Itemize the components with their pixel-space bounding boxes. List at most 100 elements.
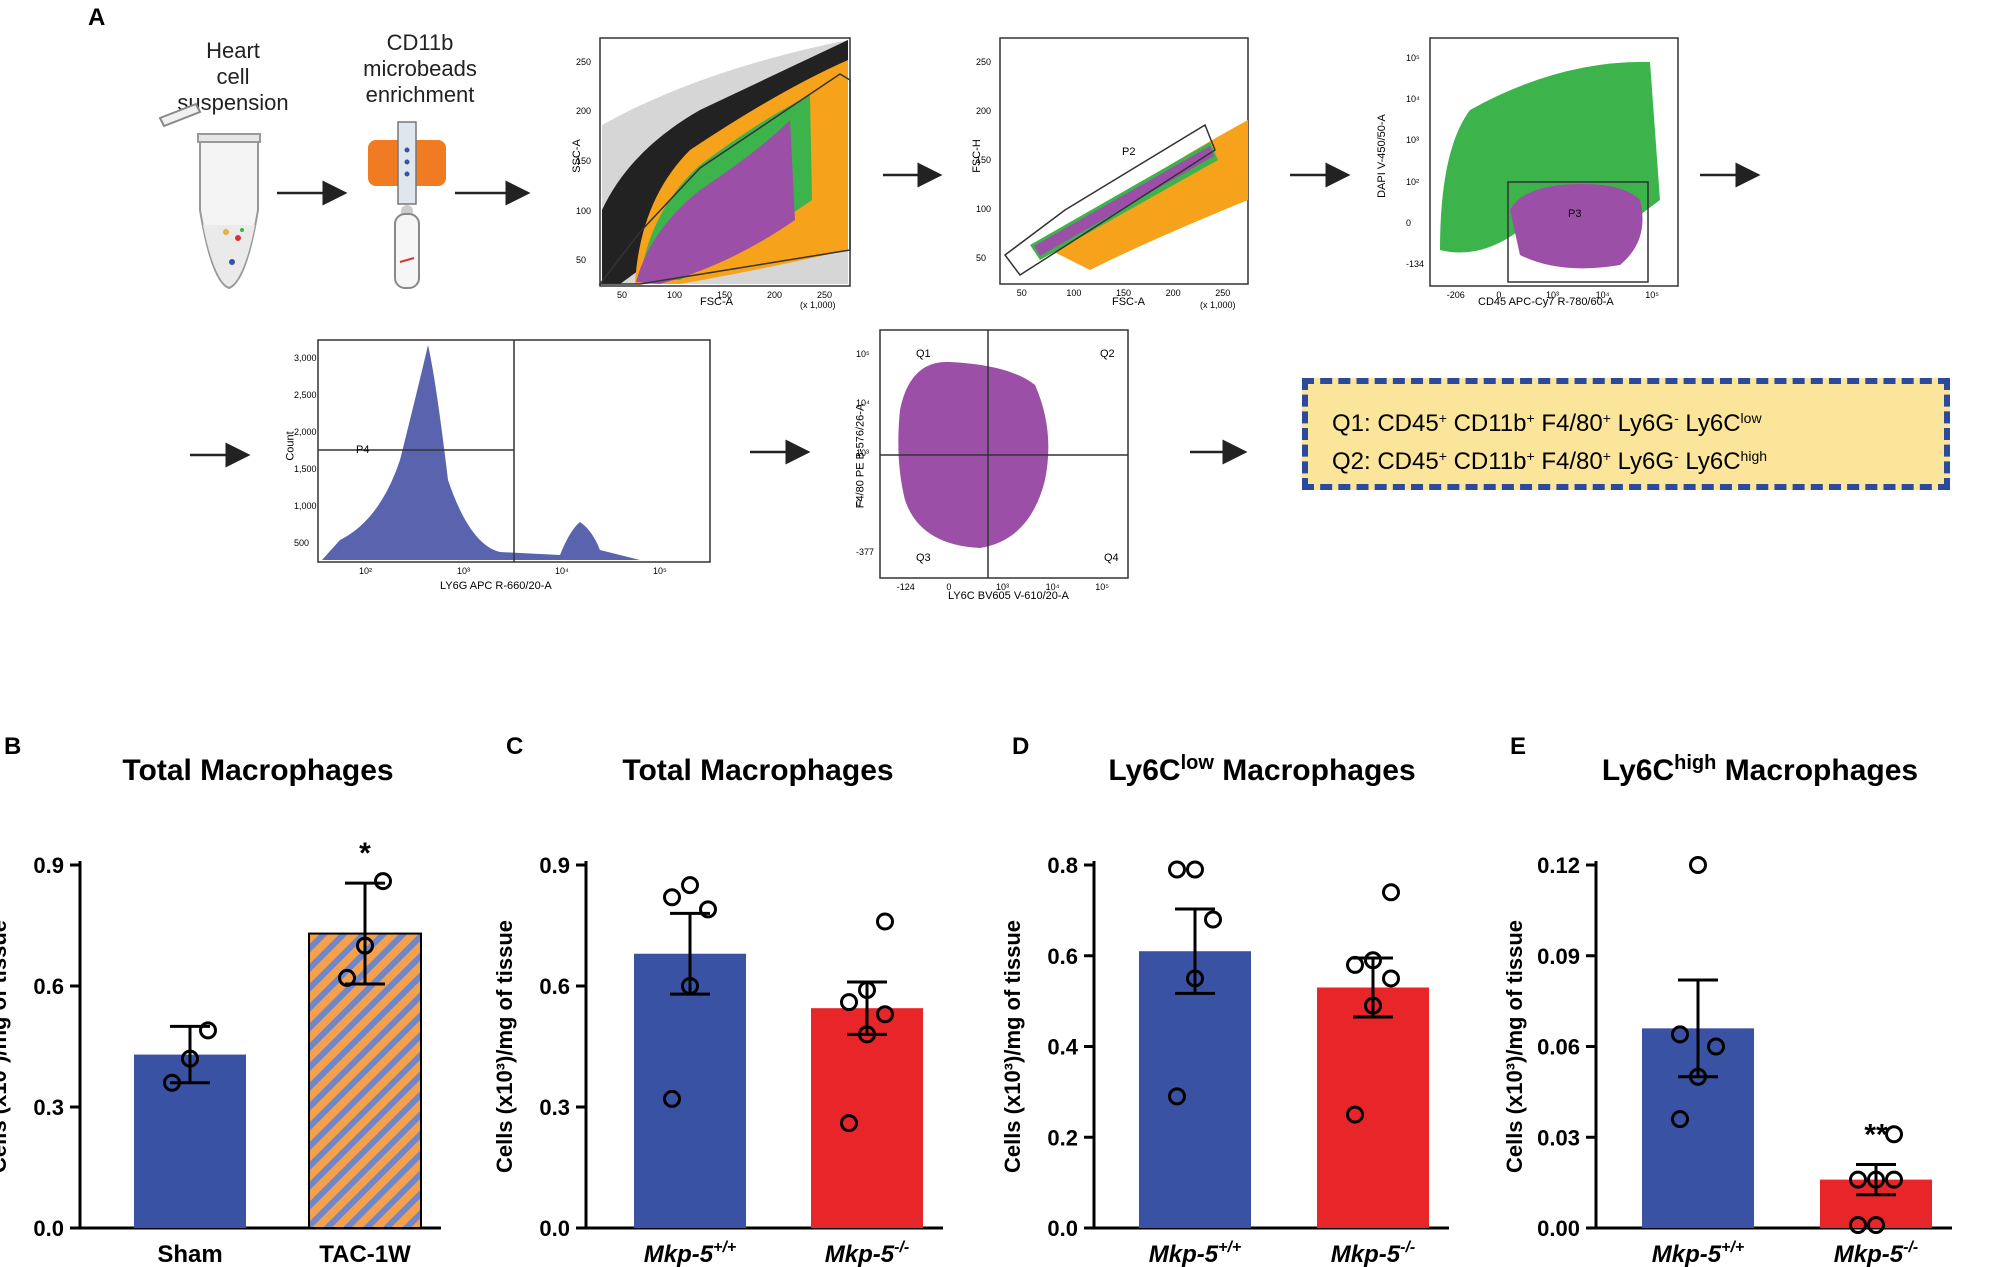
data-point bbox=[663, 888, 681, 907]
data-point bbox=[1707, 1037, 1725, 1056]
plot5-x-tick: 10⁴ bbox=[1045, 582, 1060, 592]
data-point bbox=[1849, 1215, 1867, 1234]
q1-ly6g-sign: - bbox=[1674, 410, 1679, 426]
q1-cd45-sign: + bbox=[1438, 410, 1447, 426]
data-point bbox=[1867, 1215, 1885, 1234]
plot2-scale: (x 1,000) bbox=[1200, 300, 1236, 310]
data-point bbox=[1168, 860, 1186, 879]
q1-prefix: Q1: CD45 bbox=[1332, 410, 1439, 437]
data-point bbox=[663, 1089, 681, 1108]
data-point bbox=[1689, 856, 1707, 874]
flow-plot-ly6c-f480 bbox=[879, 329, 1129, 579]
data-point bbox=[1867, 1170, 1885, 1189]
plot1-x-tick: 100 bbox=[667, 290, 683, 300]
data-point bbox=[1885, 1125, 1903, 1144]
y-tick-label: 0.0 bbox=[33, 1216, 64, 1241]
step-heart-line1: Heart bbox=[206, 38, 260, 63]
q2-cd11b: CD11b bbox=[1446, 448, 1527, 475]
data-point bbox=[858, 981, 876, 1000]
plot4-y-tick: 2,500 bbox=[294, 389, 317, 400]
data-point bbox=[1364, 996, 1382, 1015]
plot3-gate-label: P3 bbox=[1568, 208, 1582, 220]
chart-title-d: Ly6Clow Macrophages bbox=[1108, 752, 1415, 787]
plot2-x-tick: 250 bbox=[1215, 288, 1231, 298]
plot5-x-tick: 10³ bbox=[996, 582, 1010, 592]
bar bbox=[1317, 987, 1429, 1228]
plot2-x-tick: 100 bbox=[1066, 288, 1082, 298]
plot3-x-tick: -206 bbox=[1446, 290, 1465, 300]
y-tick-label: 0.2 bbox=[1047, 1125, 1078, 1150]
quadrant-q1: Q1 bbox=[916, 348, 931, 360]
flow-plot-cd45-dapi bbox=[1429, 37, 1679, 287]
y-tick-label: 0.0 bbox=[539, 1216, 570, 1241]
data-point bbox=[1204, 910, 1222, 929]
chart-title-b: Total Macrophages bbox=[122, 754, 393, 787]
tube-icon bbox=[158, 102, 261, 290]
panel-letter-d: D bbox=[1012, 733, 1029, 760]
plot1-scale: (x 1,000) bbox=[800, 300, 836, 310]
y-tick-label: 0.09 bbox=[1537, 944, 1580, 969]
q2-cd11b-sign: + bbox=[1526, 448, 1535, 464]
plot5-y-tick: 10⁴ bbox=[856, 398, 870, 409]
data-point bbox=[1849, 1170, 1867, 1189]
data-point bbox=[1671, 1110, 1689, 1129]
data-point bbox=[374, 872, 392, 891]
q1-ly6c-level: low bbox=[1740, 410, 1762, 426]
bar bbox=[811, 1008, 923, 1228]
plot5-y-tick: 10⁵ bbox=[856, 348, 870, 359]
panel-letter-a: A bbox=[88, 4, 106, 31]
y-tick-label: 0.9 bbox=[539, 853, 570, 878]
category-label: Mkp-5+/+ bbox=[1652, 1239, 1744, 1267]
data-point bbox=[1689, 1067, 1707, 1086]
data-point bbox=[1346, 955, 1364, 974]
q1-cd11b: CD11b bbox=[1446, 410, 1527, 437]
plot3-y-tick: 0 bbox=[1406, 218, 1412, 228]
data-point bbox=[1186, 860, 1204, 879]
data-point bbox=[876, 912, 894, 931]
plot4-x-tick: 10⁵ bbox=[653, 566, 667, 576]
q2-ly6g: Ly6G bbox=[1610, 448, 1675, 475]
plot4-xlabel: LY6G APC R-660/20-A bbox=[440, 580, 552, 592]
data-point bbox=[199, 1021, 217, 1040]
plot5-x-tick: -124 bbox=[896, 582, 915, 592]
q1-f480-sign: + bbox=[1602, 410, 1611, 426]
data-point bbox=[840, 993, 858, 1012]
plot4-x-tick: 10² bbox=[359, 566, 373, 576]
q1-cd11b-sign: + bbox=[1526, 410, 1535, 426]
y-tick-label: 0.12 bbox=[1537, 853, 1580, 878]
y-tick-label: 0.6 bbox=[1047, 944, 1078, 969]
plot3-y-tick: 10⁴ bbox=[1406, 94, 1420, 104]
flow-plot-fsc-fsch bbox=[999, 37, 1249, 285]
flow-plot-ly6g-histogram bbox=[317, 339, 711, 563]
category-label: Mkp-5-/- bbox=[1331, 1239, 1415, 1267]
plot3-y-tick: 10³ bbox=[1406, 135, 1420, 146]
plot1-y-tick: 200 bbox=[576, 106, 592, 117]
plot1-y-tick: 100 bbox=[576, 205, 592, 216]
category-label: Sham bbox=[157, 1241, 222, 1267]
data-point bbox=[1885, 1170, 1903, 1189]
data-point bbox=[858, 1025, 876, 1044]
plot4-x-tick: 10³ bbox=[457, 566, 471, 576]
gate-q2-definition: Q2: CD45+ CD11b+ F4/80+ Ly6G- Ly6Chigh bbox=[1332, 440, 1920, 478]
plot3-y-tick: 10² bbox=[1406, 176, 1420, 187]
q1-ly6c: Ly6C bbox=[1678, 410, 1741, 437]
y-tick-label: 0.3 bbox=[539, 1095, 570, 1120]
plot5-y-tick: 10³ bbox=[856, 448, 870, 458]
y-tick-label: 0.8 bbox=[1047, 853, 1078, 878]
y-tick-label: 0.6 bbox=[539, 974, 570, 999]
panel-letter-e: E bbox=[1510, 733, 1526, 760]
y-axis-label-c: Cells (x10³)/mg of tissue bbox=[492, 920, 517, 1173]
quadrant-q3: Q3 bbox=[916, 552, 931, 564]
plot2-y-tick: 100 bbox=[976, 204, 992, 215]
plot1-x-tick: 200 bbox=[767, 290, 783, 300]
plot2-y-tick: 150 bbox=[976, 155, 992, 165]
plot2-x-tick: 150 bbox=[1116, 288, 1132, 298]
plot2-gate-label: P2 bbox=[1122, 146, 1136, 158]
step-cd11b-line3: enrichment bbox=[365, 82, 475, 107]
chart-title-e: Ly6Chigh Macrophages bbox=[1602, 752, 1918, 787]
y-tick-label: 0.6 bbox=[33, 974, 64, 999]
data-point bbox=[1382, 883, 1400, 902]
plot3-x-tick: 10⁵ bbox=[1645, 290, 1659, 300]
data-point bbox=[1346, 1105, 1364, 1124]
q2-f480-sign: + bbox=[1602, 448, 1611, 464]
